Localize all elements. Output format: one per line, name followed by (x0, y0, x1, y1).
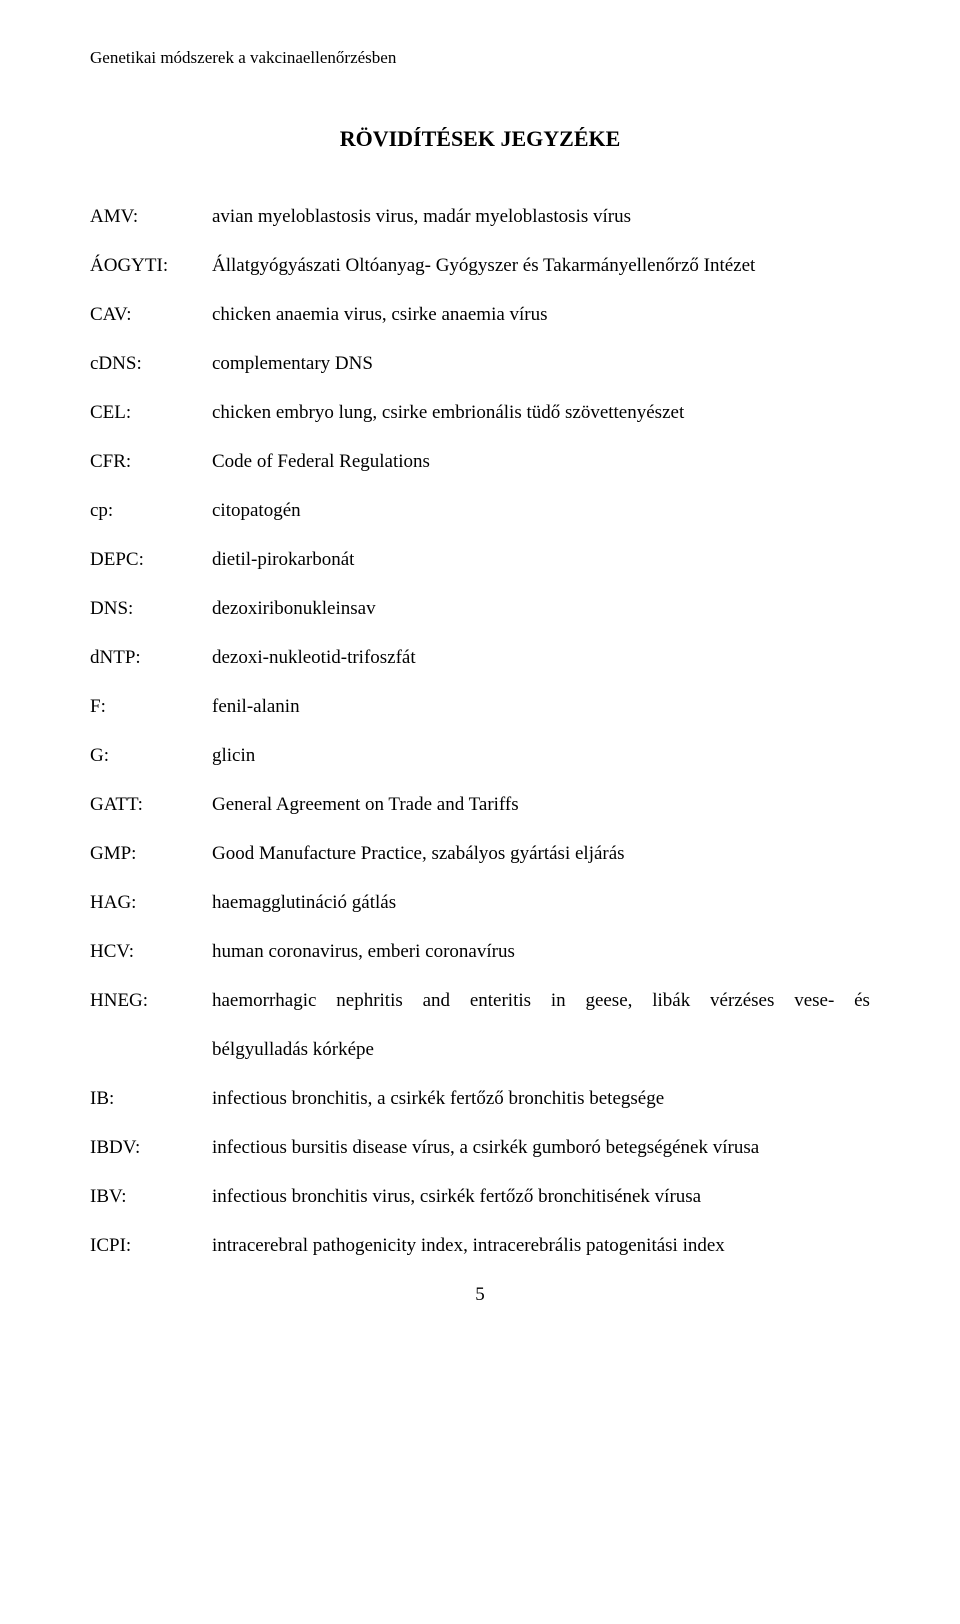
abbrev-row: CAV:chicken anaemia virus, csirke anaemi… (90, 304, 870, 326)
page-title: RÖVIDÍTÉSEK JEGYZÉKE (90, 126, 870, 152)
abbrev-definition: chicken embryo lung, csirke embrionális … (212, 402, 870, 424)
abbreviations-list: AMV:avian myeloblastosis virus, madár my… (90, 206, 870, 1257)
word: libák (652, 990, 690, 1012)
abbrev-row: GMP:Good Manufacture Practice, szabályos… (90, 843, 870, 865)
abbrev-definition: human coronavirus, emberi coronavírus (212, 941, 870, 963)
abbrev-term: dNTP: (90, 647, 212, 669)
abbrev-definition: infectious bronchitis virus, csirkék fer… (212, 1186, 870, 1208)
abbrev-term: HCV: (90, 941, 212, 963)
page-header: Genetikai módszerek a vakcinaellenőrzésb… (90, 48, 870, 68)
abbrev-row: AMV:avian myeloblastosis virus, madár my… (90, 206, 870, 228)
abbrev-term: cDNS: (90, 353, 212, 375)
abbrev-row: HCV:human coronavirus, emberi coronavíru… (90, 941, 870, 963)
word: enteritis (470, 990, 531, 1012)
abbrev-term: DNS: (90, 598, 212, 620)
abbrev-row: HAG:haemagglutináció gátlás (90, 892, 870, 914)
abbrev-term: GATT: (90, 794, 212, 816)
abbrev-term: ICPI: (90, 1235, 212, 1257)
abbrev-row: DNS:dezoxiribonukleinsav (90, 598, 870, 620)
abbrev-term: CFR: (90, 451, 212, 473)
abbrev-row: IB:infectious bronchitis, a csirkék fert… (90, 1088, 870, 1110)
abbrev-row: cDNS:complementary DNS (90, 353, 870, 375)
abbrev-definition: dezoxi-nukleotid-trifoszfát (212, 647, 870, 669)
abbrev-row: HNEG:haemorrhagic nephritis and enteritis in… (90, 990, 870, 1012)
abbrev-row: dNTP:dezoxi-nukleotid-trifoszfát (90, 647, 870, 669)
abbrev-row: ICPI:intracerebral pathogenicity index, … (90, 1235, 870, 1257)
abbrev-row: G:glicin (90, 745, 870, 767)
abbrev-definition: avian myeloblastosis virus, madár myelob… (212, 206, 870, 228)
abbrev-term: HAG: (90, 892, 212, 914)
abbrev-row: CFR:Code of Federal Regulations (90, 451, 870, 473)
abbrev-definition: complementary DNS (212, 353, 870, 375)
abbrev-definition-continuation: bélgyulladás kórképe (212, 1039, 870, 1061)
abbrev-definition: dietil-pirokarbonát (212, 549, 870, 571)
page-number: 5 (90, 1284, 870, 1306)
word: haemorrhagic (212, 990, 316, 1012)
word: nephritis (336, 990, 403, 1012)
word: vese- (794, 990, 834, 1012)
word: és (854, 990, 870, 1012)
abbrev-row: IBV:infectious bronchitis virus, csirkék… (90, 1186, 870, 1208)
abbrev-term: IB: (90, 1088, 212, 1110)
abbrev-term: cp: (90, 500, 212, 522)
abbrev-definition: glicin (212, 745, 870, 767)
word: vérzéses (710, 990, 774, 1012)
abbrev-row: DEPC:dietil-pirokarbonát (90, 549, 870, 571)
abbrev-definition: Állatgyógyászati Oltóanyag- Gyógyszer és… (212, 255, 870, 277)
abbrev-definition: intracerebral pathogenicity index, intra… (212, 1235, 870, 1257)
abbrev-term: G: (90, 745, 212, 767)
abbrev-term: ÁOGYTI: (90, 255, 212, 277)
abbrev-definition: fenil-alanin (212, 696, 870, 718)
abbrev-row: GATT:General Agreement on Trade and Tari… (90, 794, 870, 816)
abbrev-definition: Code of Federal Regulations (212, 451, 870, 473)
abbrev-row: CEL:chicken embryo lung, csirke embrioná… (90, 402, 870, 424)
word: geese, (585, 990, 632, 1012)
abbrev-definition: chicken anaemia virus, csirke anaemia ví… (212, 304, 870, 326)
abbrev-definition: General Agreement on Trade and Tariffs (212, 794, 870, 816)
abbrev-term: HNEG: (90, 990, 212, 1012)
abbrev-definition: haemagglutináció gátlás (212, 892, 870, 914)
abbrev-row: cp:citopatogén (90, 500, 870, 522)
abbrev-definition: citopatogén (212, 500, 870, 522)
word: in (551, 990, 566, 1012)
abbrev-row: ÁOGYTI:Állatgyógyászati Oltóanyag- Gyógy… (90, 255, 870, 277)
abbrev-term: GMP: (90, 843, 212, 865)
abbrev-definition: Good Manufacture Practice, szabályos gyá… (212, 843, 870, 865)
abbrev-definition: infectious bronchitis, a csirkék fertőző… (212, 1088, 870, 1110)
abbrev-term: CEL: (90, 402, 212, 424)
abbrev-definition: dezoxiribonukleinsav (212, 598, 870, 620)
abbrev-term: CAV: (90, 304, 212, 326)
abbrev-term: DEPC: (90, 549, 212, 571)
abbrev-term: IBDV: (90, 1137, 212, 1159)
abbrev-definition: haemorrhagic nephritis and enteritis ingeese… (212, 990, 870, 1012)
abbrev-term: F: (90, 696, 212, 718)
abbrev-definition: infectious bursitis disease vírus, a csi… (212, 1137, 870, 1159)
word: and (423, 990, 450, 1012)
abbrev-row: IBDV:infectious bursitis disease vírus, … (90, 1137, 870, 1159)
abbrev-term: IBV: (90, 1186, 212, 1208)
abbrev-row: F:fenil-alanin (90, 696, 870, 718)
abbrev-term: AMV: (90, 206, 212, 228)
